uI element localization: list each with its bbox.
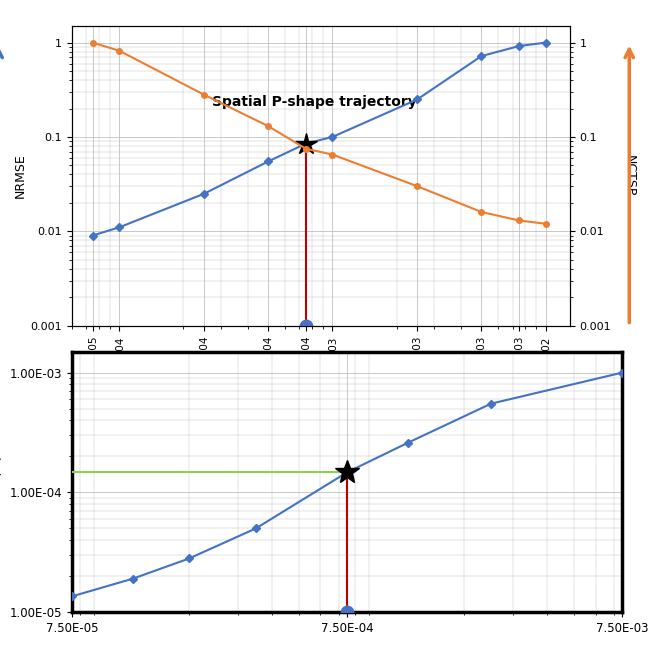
X-axis label: Step size: Step size — [293, 385, 349, 398]
Y-axis label: NRMSE: NRMSE — [14, 154, 27, 198]
Y-axis label: NCTSP: NCTSP — [622, 155, 635, 197]
Y-axis label: MAE (m): MAE (m) — [0, 455, 4, 508]
Text: Spatial P-shape trajectory: Spatial P-shape trajectory — [212, 94, 417, 109]
